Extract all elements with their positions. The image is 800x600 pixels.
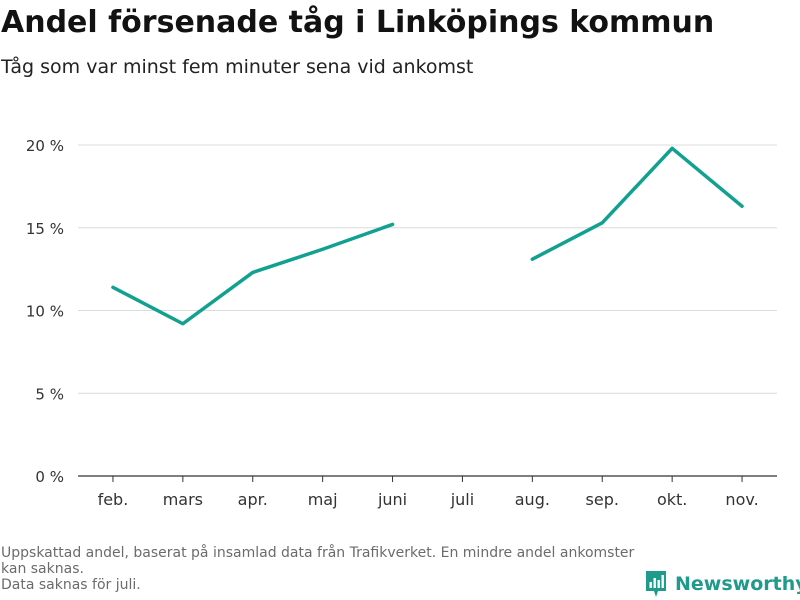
footnote-line-source: Uppskattad andel, baserat på insamlad da… [1,545,635,577]
chart-subtitle: Tåg som var minst fem minuter sena vid a… [1,56,474,78]
y-tick-label: 10 % [26,303,64,321]
footnote: Uppskattad andel, baserat på insamlad da… [1,545,641,593]
x-tick-label: nov. [725,490,758,509]
x-tick-label: sep. [586,490,619,509]
x-tick-label: okt. [657,490,687,509]
line-chart: 0 % 5 % 10 % 15 % 20 % feb. mars apr. maj juni jul… [26,137,777,509]
x-tick-label: aug. [515,490,550,509]
x-tick-label: apr. [238,490,268,509]
chart-title: Andel försenade tåg i Linköpings kommun [1,5,715,40]
series-line-segment [111,222,395,326]
x-tick-label: juli [450,490,474,509]
y-tick-label: 15 % [26,220,64,238]
footnote-line-missing-data: Data saknas för juli. [1,577,141,593]
y-tick-label: 20 % [26,137,64,155]
x-tick-label: maj [308,490,338,509]
x-tick-label: juni [377,490,407,509]
x-tick-label: mars [163,490,203,509]
brand-logo: Newsworthy [644,569,800,599]
y-tick-label: 5 % [35,385,64,403]
brand-name: Newsworthy [675,573,800,595]
x-tick-label: feb. [98,490,129,509]
series-line-segment [530,146,744,261]
newsworthy-logo-icon [646,571,666,597]
y-tick-label: 0 % [35,468,64,486]
